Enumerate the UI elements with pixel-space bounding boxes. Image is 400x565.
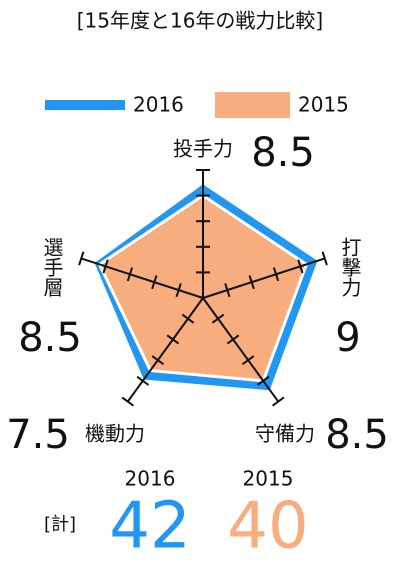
value-label: 7.5 [6,412,70,458]
axis-label: 機動力 [85,422,145,446]
tick-mark [297,259,304,274]
tick-mark [136,375,150,386]
legend-swatch [215,92,290,118]
axis-line [126,297,204,403]
tick-mark [272,267,280,282]
axis-label: 守備力 [255,422,315,446]
total-label: [計] [44,514,76,535]
tick-mark [271,396,285,407]
axis-line [202,297,280,403]
tick-mark [166,334,180,345]
legend-label: 2016 [133,93,184,117]
total-year: 2016 [125,467,176,491]
tick-mark [102,259,109,274]
chart-title: [15年度と16年の戦力比較] [77,9,324,33]
axis-label: 投手力 [173,137,233,161]
tick-mark [241,355,255,366]
value-label: 8.5 [18,315,82,361]
axis-label: 選手層 [40,237,64,297]
value-label: 9 [335,315,360,361]
tick-mark [121,396,135,407]
tick-mark [211,313,225,324]
tick-mark [181,313,195,324]
tick-mark [126,267,134,282]
total-value: 40 [227,490,308,564]
legend-label: 2015 [298,93,349,117]
value-label: 8.5 [251,130,315,176]
axis-line [80,257,204,299]
axis-line [202,257,326,299]
tick-mark [224,283,231,298]
total-value: 42 [109,490,190,564]
value-label: 8.5 [325,412,389,458]
tick-mark [151,275,158,290]
tick-mark [248,275,255,290]
tick-mark [226,334,240,345]
tick-mark [175,283,182,298]
tick-mark [321,251,328,266]
tick-mark [256,375,270,386]
axis-label: 打撃力 [338,237,362,297]
total-year: 2015 [243,467,294,491]
tick-mark [78,251,85,266]
tick-mark [151,355,165,366]
